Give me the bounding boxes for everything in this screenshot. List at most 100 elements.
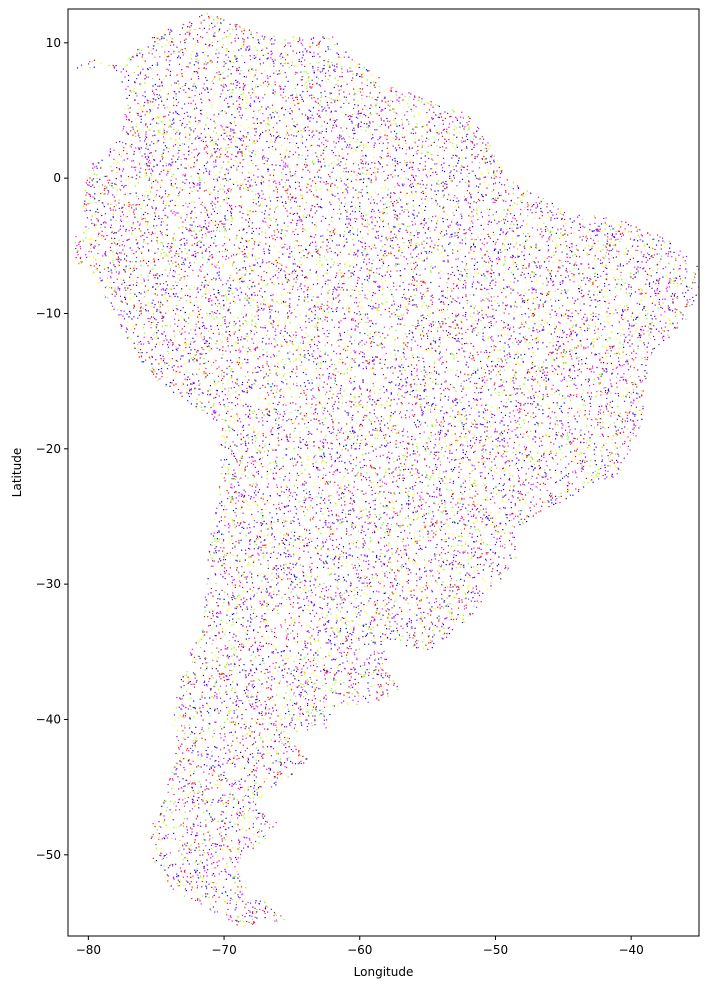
data-point xyxy=(527,307,530,310)
data-point xyxy=(243,807,245,810)
data-point xyxy=(578,368,581,370)
data-point xyxy=(455,314,457,316)
data-point xyxy=(302,51,304,53)
data-point xyxy=(92,162,94,165)
data-point xyxy=(314,317,316,319)
data-point xyxy=(195,296,197,298)
data-point xyxy=(645,292,647,294)
data-point xyxy=(193,801,195,803)
data-point xyxy=(326,249,328,251)
data-point xyxy=(659,236,661,238)
data-point xyxy=(399,191,402,193)
data-point xyxy=(630,225,632,227)
data-point xyxy=(363,604,365,606)
data-point xyxy=(424,198,426,200)
data-point xyxy=(308,235,310,237)
data-point xyxy=(473,605,475,607)
data-point xyxy=(326,245,328,247)
data-point xyxy=(402,133,404,135)
data-point xyxy=(348,662,350,665)
data-point xyxy=(475,423,477,425)
data-point xyxy=(177,388,180,391)
data-point xyxy=(282,300,284,302)
data-point xyxy=(475,136,477,138)
data-point xyxy=(362,72,364,75)
data-point xyxy=(346,69,348,71)
data-point xyxy=(244,440,246,442)
data-point xyxy=(179,119,181,122)
data-point xyxy=(400,609,402,611)
data-point xyxy=(393,233,396,235)
data-point xyxy=(200,42,202,44)
data-point xyxy=(440,500,443,502)
data-point xyxy=(203,336,205,338)
data-point xyxy=(191,887,193,889)
data-point xyxy=(289,724,291,726)
data-point xyxy=(384,506,386,508)
data-point xyxy=(317,102,319,104)
data-point xyxy=(623,395,625,397)
data-point xyxy=(570,227,572,229)
data-point xyxy=(237,896,239,898)
data-point xyxy=(370,202,372,204)
data-point xyxy=(311,722,313,724)
data-point xyxy=(290,412,292,414)
data-point xyxy=(332,117,334,119)
data-point xyxy=(606,273,608,275)
data-point xyxy=(364,672,367,674)
data-point xyxy=(75,247,77,250)
data-point xyxy=(211,774,214,776)
data-point xyxy=(305,201,308,204)
data-point xyxy=(222,427,224,430)
data-point xyxy=(183,325,186,327)
data-point xyxy=(296,328,298,330)
data-point xyxy=(299,437,301,439)
data-point xyxy=(374,531,376,534)
data-point xyxy=(206,756,208,758)
data-point xyxy=(353,528,355,530)
data-point xyxy=(393,508,395,510)
data-point xyxy=(201,862,203,864)
data-point xyxy=(349,509,351,511)
data-point xyxy=(531,362,533,365)
data-point xyxy=(377,662,379,664)
data-point xyxy=(313,396,315,398)
data-point xyxy=(373,618,375,620)
data-point xyxy=(250,55,252,58)
data-point xyxy=(118,273,120,275)
data-point xyxy=(249,484,251,486)
data-point xyxy=(165,254,167,256)
data-point xyxy=(446,213,448,215)
data-point xyxy=(249,265,251,267)
data-point xyxy=(212,846,214,849)
data-point xyxy=(176,308,178,310)
data-point xyxy=(289,562,291,564)
data-point xyxy=(310,589,312,591)
data-point xyxy=(295,463,297,465)
data-point xyxy=(296,472,298,474)
data-point xyxy=(347,437,349,439)
data-point xyxy=(506,451,508,453)
data-point xyxy=(519,499,521,501)
data-point xyxy=(457,522,459,525)
data-point xyxy=(195,835,197,837)
data-point xyxy=(573,281,575,283)
data-point xyxy=(221,542,223,545)
data-point xyxy=(630,247,633,249)
data-point xyxy=(247,180,249,182)
data-point xyxy=(248,648,250,650)
data-point xyxy=(210,244,212,247)
data-point xyxy=(353,509,355,512)
data-point xyxy=(194,386,196,389)
data-point xyxy=(242,735,244,737)
data-point xyxy=(304,499,306,501)
data-point xyxy=(366,585,368,587)
data-point xyxy=(504,351,506,354)
data-point xyxy=(327,725,329,727)
data-point xyxy=(518,343,520,345)
data-point xyxy=(461,599,463,601)
data-point xyxy=(311,403,313,405)
data-point xyxy=(172,309,174,312)
data-point xyxy=(223,61,225,63)
data-point xyxy=(592,338,594,340)
